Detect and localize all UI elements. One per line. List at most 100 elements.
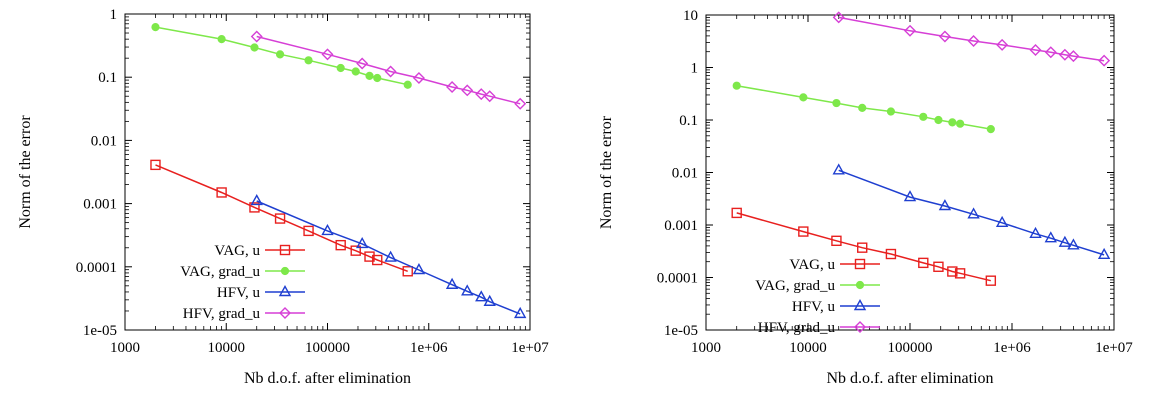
- chart-2-series-vag-u-point: [933, 261, 944, 272]
- chart-1-series-vag-u-point: [216, 187, 227, 198]
- chart-2-series-hfv-grad-u: [832, 11, 1111, 67]
- chart-2-series-vag-u-point: [947, 266, 958, 277]
- chart-1-plot-frame: [124, 13, 531, 331]
- chart-2-series-vag-grad-u-point: [956, 119, 965, 128]
- chart-2-series-hfv-u-point: [995, 215, 1009, 228]
- chart-2-series-hfv-grad-u-point: [832, 11, 845, 24]
- chart-1-y-axis-title: Norm of the error: [17, 115, 34, 229]
- chart-1-series-hfv-u-point: [475, 290, 488, 302]
- chart-1-legend-label: VAG, grad_u: [180, 264, 260, 280]
- chart-1-x-axis-title: Nb d.o.f. after elimination: [244, 370, 411, 387]
- chart-1-series-hfv-grad-u-point: [250, 30, 263, 43]
- chart-2-series-hfv-u-point: [1029, 226, 1042, 238]
- chart-1-legend-label: VAG, u: [214, 243, 260, 259]
- chart-2-series-vag-u-line: [736, 212, 991, 282]
- chart-2-series-hfv-grad-u-point: [1044, 46, 1057, 59]
- chart-2-series-vag-u: [731, 207, 997, 286]
- chart-1-series-vag-u-point: [150, 159, 161, 171]
- chart-1-series-vag-grad-u-point: [217, 35, 226, 44]
- chart-1-series-hfv-u-point: [250, 194, 263, 206]
- chart-2-ytick-label: 0.0001: [657, 271, 698, 287]
- chart-1-series-hfv-grad-u-line: [256, 35, 521, 105]
- chart-2-ytick-label: 0.01: [672, 166, 698, 182]
- chart-1-series-vag-grad-u: [151, 23, 412, 89]
- chart-1-xtick-label: 10000: [208, 340, 246, 356]
- chart-2-series-hfv-u-point: [967, 207, 980, 219]
- chart-1-ytick-label: 1: [110, 7, 118, 23]
- chart-1-series-hfv-grad-u-point: [475, 88, 488, 101]
- chart-2-series-hfv-grad-u-point: [1098, 54, 1111, 67]
- chart-1-series-hfv-u-point: [461, 284, 474, 296]
- chart-1-series-vag-grad-u-point: [373, 73, 382, 83]
- chart-2-series-hfv-u-point: [903, 190, 917, 202]
- chart-1-series-hfv-u-point: [483, 294, 496, 306]
- chart-2-legend-label: VAG, u: [789, 257, 835, 273]
- chart-2-series-vag-u-point: [985, 275, 997, 286]
- chart-2-series-vag-grad-u-point: [858, 103, 867, 113]
- chart-2-series-vag-grad-u-point: [934, 115, 943, 125]
- chart-1-series-hfv-grad-u-point: [514, 97, 527, 110]
- chart-1-legend-marker: [278, 285, 292, 297]
- chart-1-series-vag-grad-u-point: [351, 67, 360, 76]
- chart-1-ytick-label: 0.0001: [76, 260, 117, 276]
- chart-2-series-hfv-grad-u-point: [1058, 48, 1071, 61]
- chart-2-legend-label: HFV, grad_u: [758, 320, 836, 336]
- chart-1-ytick-label: 1e-05: [83, 323, 117, 339]
- chart-1-series-hfv-u-point: [384, 250, 397, 262]
- chart-2-series-hfv-grad-u-point: [996, 38, 1009, 51]
- chart-2-series-hfv-u-point: [832, 163, 845, 175]
- chart-1-legend-marker: [279, 307, 291, 319]
- chart-1-series-hfv-grad-u-point: [412, 72, 425, 85]
- chart-1-series-hfv-u-line: [256, 200, 521, 315]
- chart-1-series-hfv-u-point: [412, 263, 426, 275]
- chart-2-y-axis-title: Norm of the error: [598, 115, 615, 229]
- chart-2-series-hfv-u-point: [1097, 247, 1111, 260]
- chart-2-series-vag-u-point: [731, 207, 742, 219]
- chart-2-xtick-label: 1e+06: [993, 340, 1031, 356]
- chart-2-ytick-label: 1e-05: [664, 323, 698, 339]
- chart-2-series-hfv-grad-u-point: [904, 24, 916, 37]
- chart-2-legend-marker: [855, 280, 865, 290]
- chart-2-series-vag-grad-u-point: [886, 107, 896, 116]
- chart-1-xtick-label: 1e+06: [410, 340, 448, 356]
- chart-2-series-hfv-grad-u-point: [967, 34, 980, 47]
- chart-2-series-vag-grad-u-point: [832, 98, 841, 108]
- chart-1-series-vag-u: [150, 159, 413, 277]
- chart-1-series-vag-u-point: [350, 245, 361, 256]
- chart-1-series-hfv-grad-u-point: [461, 84, 474, 97]
- chart-2-series-hfv-u-point: [1058, 235, 1072, 247]
- chart-1-series-hfv-grad-u-point: [483, 90, 496, 103]
- chart-1-series-vag-grad-u-point: [151, 23, 160, 32]
- chart-1-xtick-label: 1000: [110, 340, 140, 356]
- chart-2-xtick-label: 1e+07: [1095, 340, 1133, 356]
- chart-1-series-hfv-u-point: [321, 223, 334, 236]
- chart-1-series-vag-u-point: [364, 251, 375, 262]
- chart-1-series-hfv-grad-u-point: [321, 48, 334, 61]
- chart-1-series-hfv-grad-u-point: [384, 65, 397, 78]
- chart-2-series-vag-grad-u: [732, 81, 995, 134]
- chart-2-series-vag-u-point: [885, 248, 897, 260]
- chart-2-series-vag-grad-u-point: [732, 81, 741, 90]
- chart-1-ytick-label: 0.01: [91, 133, 117, 149]
- chart-1-series-hfv-grad-u-point: [446, 80, 459, 93]
- chart-1-series-vag-grad-u-point: [275, 50, 285, 59]
- chart-1-series-vag-u-point: [274, 213, 286, 224]
- chart-1-series-vag-u-point: [249, 202, 260, 213]
- chart-2-series-hfv-grad-u-point: [1029, 44, 1042, 57]
- chart-2-series-vag-grad-u-point: [948, 118, 957, 127]
- chart-1: 1e-05 0.0001 0.001 0.01 0.1 1 1000 10000 100000 1…: [17, 7, 549, 387]
- chart-2-xtick-label: 10000: [789, 340, 827, 356]
- chart-2-legend-marker: [854, 258, 866, 270]
- chart-1-series-hfv-grad-u-point: [356, 57, 369, 70]
- chart-2-series-vag-u-point: [798, 226, 809, 237]
- chart-1-series-hfv-grad-u: [250, 30, 527, 110]
- chart-1-series-hfv-u: [250, 194, 527, 319]
- chart-1-legend-label: HFV, grad_u: [183, 306, 261, 322]
- chart-2-ytick-label: 1: [691, 61, 699, 77]
- chart-2-series-vag-grad-u-point: [919, 112, 928, 121]
- chart-2-series-vag-u-point: [857, 242, 868, 253]
- chart-2: 1e-05 0.0001 0.001 0.01 0.1 1 10 1000 10000 10000…: [598, 8, 1133, 387]
- chart-1-series-hfv-u-point: [445, 277, 459, 289]
- chart-2-legend-label: HFV, u: [792, 299, 836, 315]
